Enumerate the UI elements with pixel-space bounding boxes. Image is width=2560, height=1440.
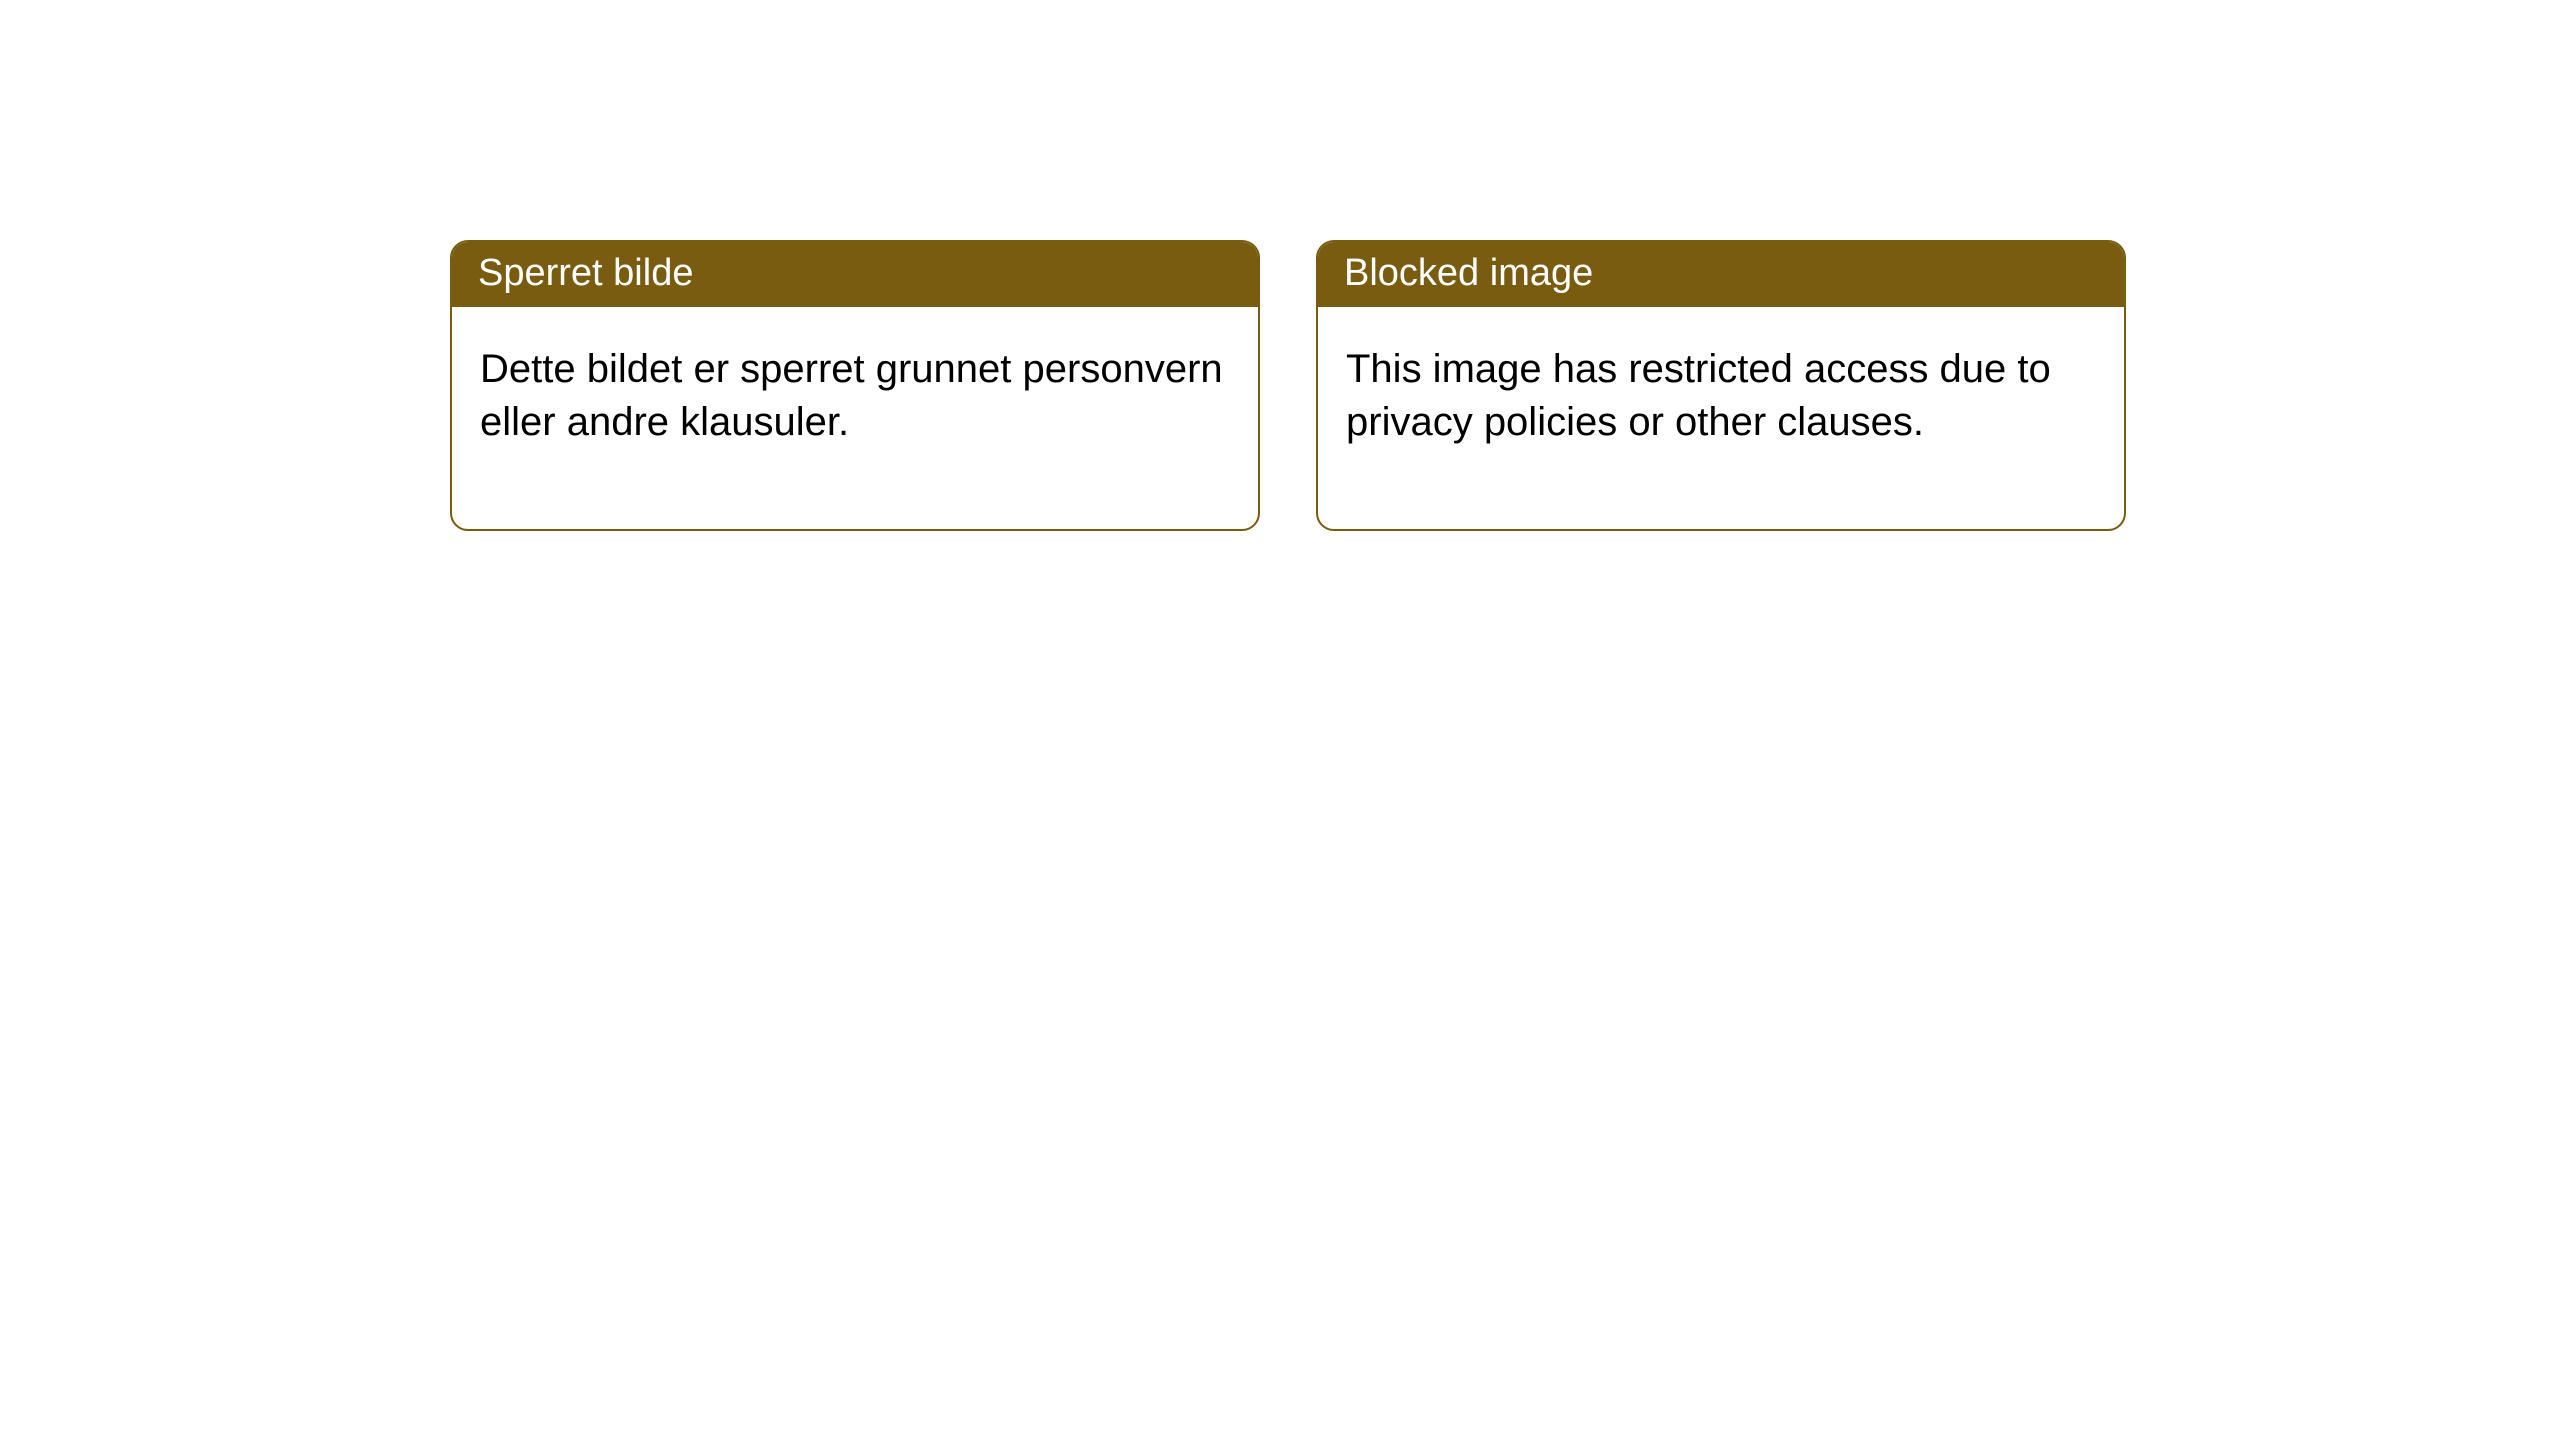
card-title-english: Blocked image [1318,242,2124,307]
card-body-english: This image has restricted access due to … [1318,307,2124,529]
card-title-norwegian: Sperret bilde [452,242,1258,307]
card-body-norwegian: Dette bildet er sperret grunnet personve… [452,307,1258,529]
notice-card-english: Blocked image This image has restricted … [1316,240,2126,531]
notice-cards-container: Sperret bilde Dette bildet er sperret gr… [0,0,2560,531]
notice-card-norwegian: Sperret bilde Dette bildet er sperret gr… [450,240,1260,531]
